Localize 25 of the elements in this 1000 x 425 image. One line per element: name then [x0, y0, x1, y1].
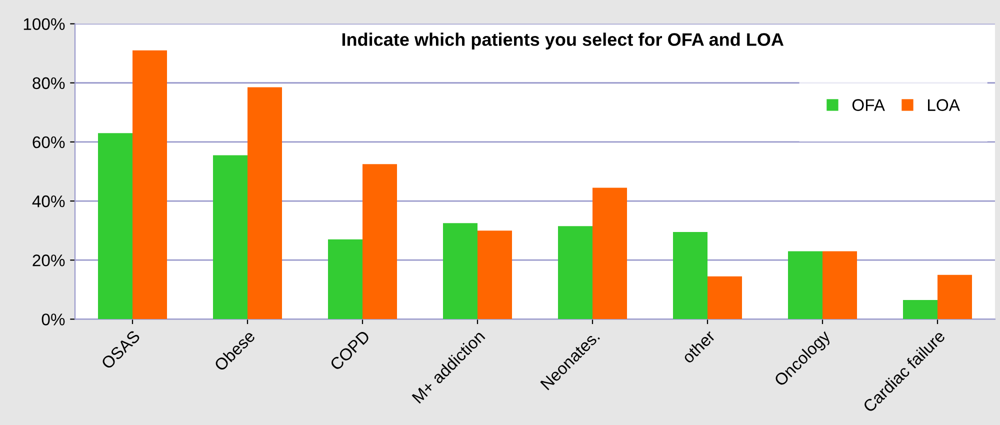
- legend-label: LOA: [928, 99, 960, 111]
- bar: [938, 274, 972, 320]
- bar: [478, 230, 512, 320]
- bar: [822, 251, 857, 320]
- bar: [362, 164, 397, 320]
- bar: [328, 239, 362, 320]
- legend-label: OFA: [852, 99, 885, 111]
- chart-title: Indicate which patients you select for OFA and LOA: [342, 32, 784, 50]
- y-tick-label: 40%: [32, 195, 65, 208]
- bar: [443, 223, 478, 320]
- bar: [708, 276, 742, 320]
- bar: [98, 133, 132, 320]
- y-tick-label: 100%: [24, 18, 65, 30]
- bar: [673, 232, 708, 320]
- bar: [213, 155, 248, 320]
- bar: [132, 50, 167, 320]
- y-tick-label: 60%: [32, 136, 65, 148]
- bar: [788, 251, 822, 320]
- bar: [248, 87, 282, 320]
- y-tick-label: 20%: [32, 254, 65, 266]
- y-tick-label: 80%: [32, 77, 65, 90]
- bar: [903, 300, 938, 320]
- bar: [558, 226, 592, 320]
- y-tick-label: 0%: [42, 314, 65, 326]
- bar: [592, 188, 627, 320]
